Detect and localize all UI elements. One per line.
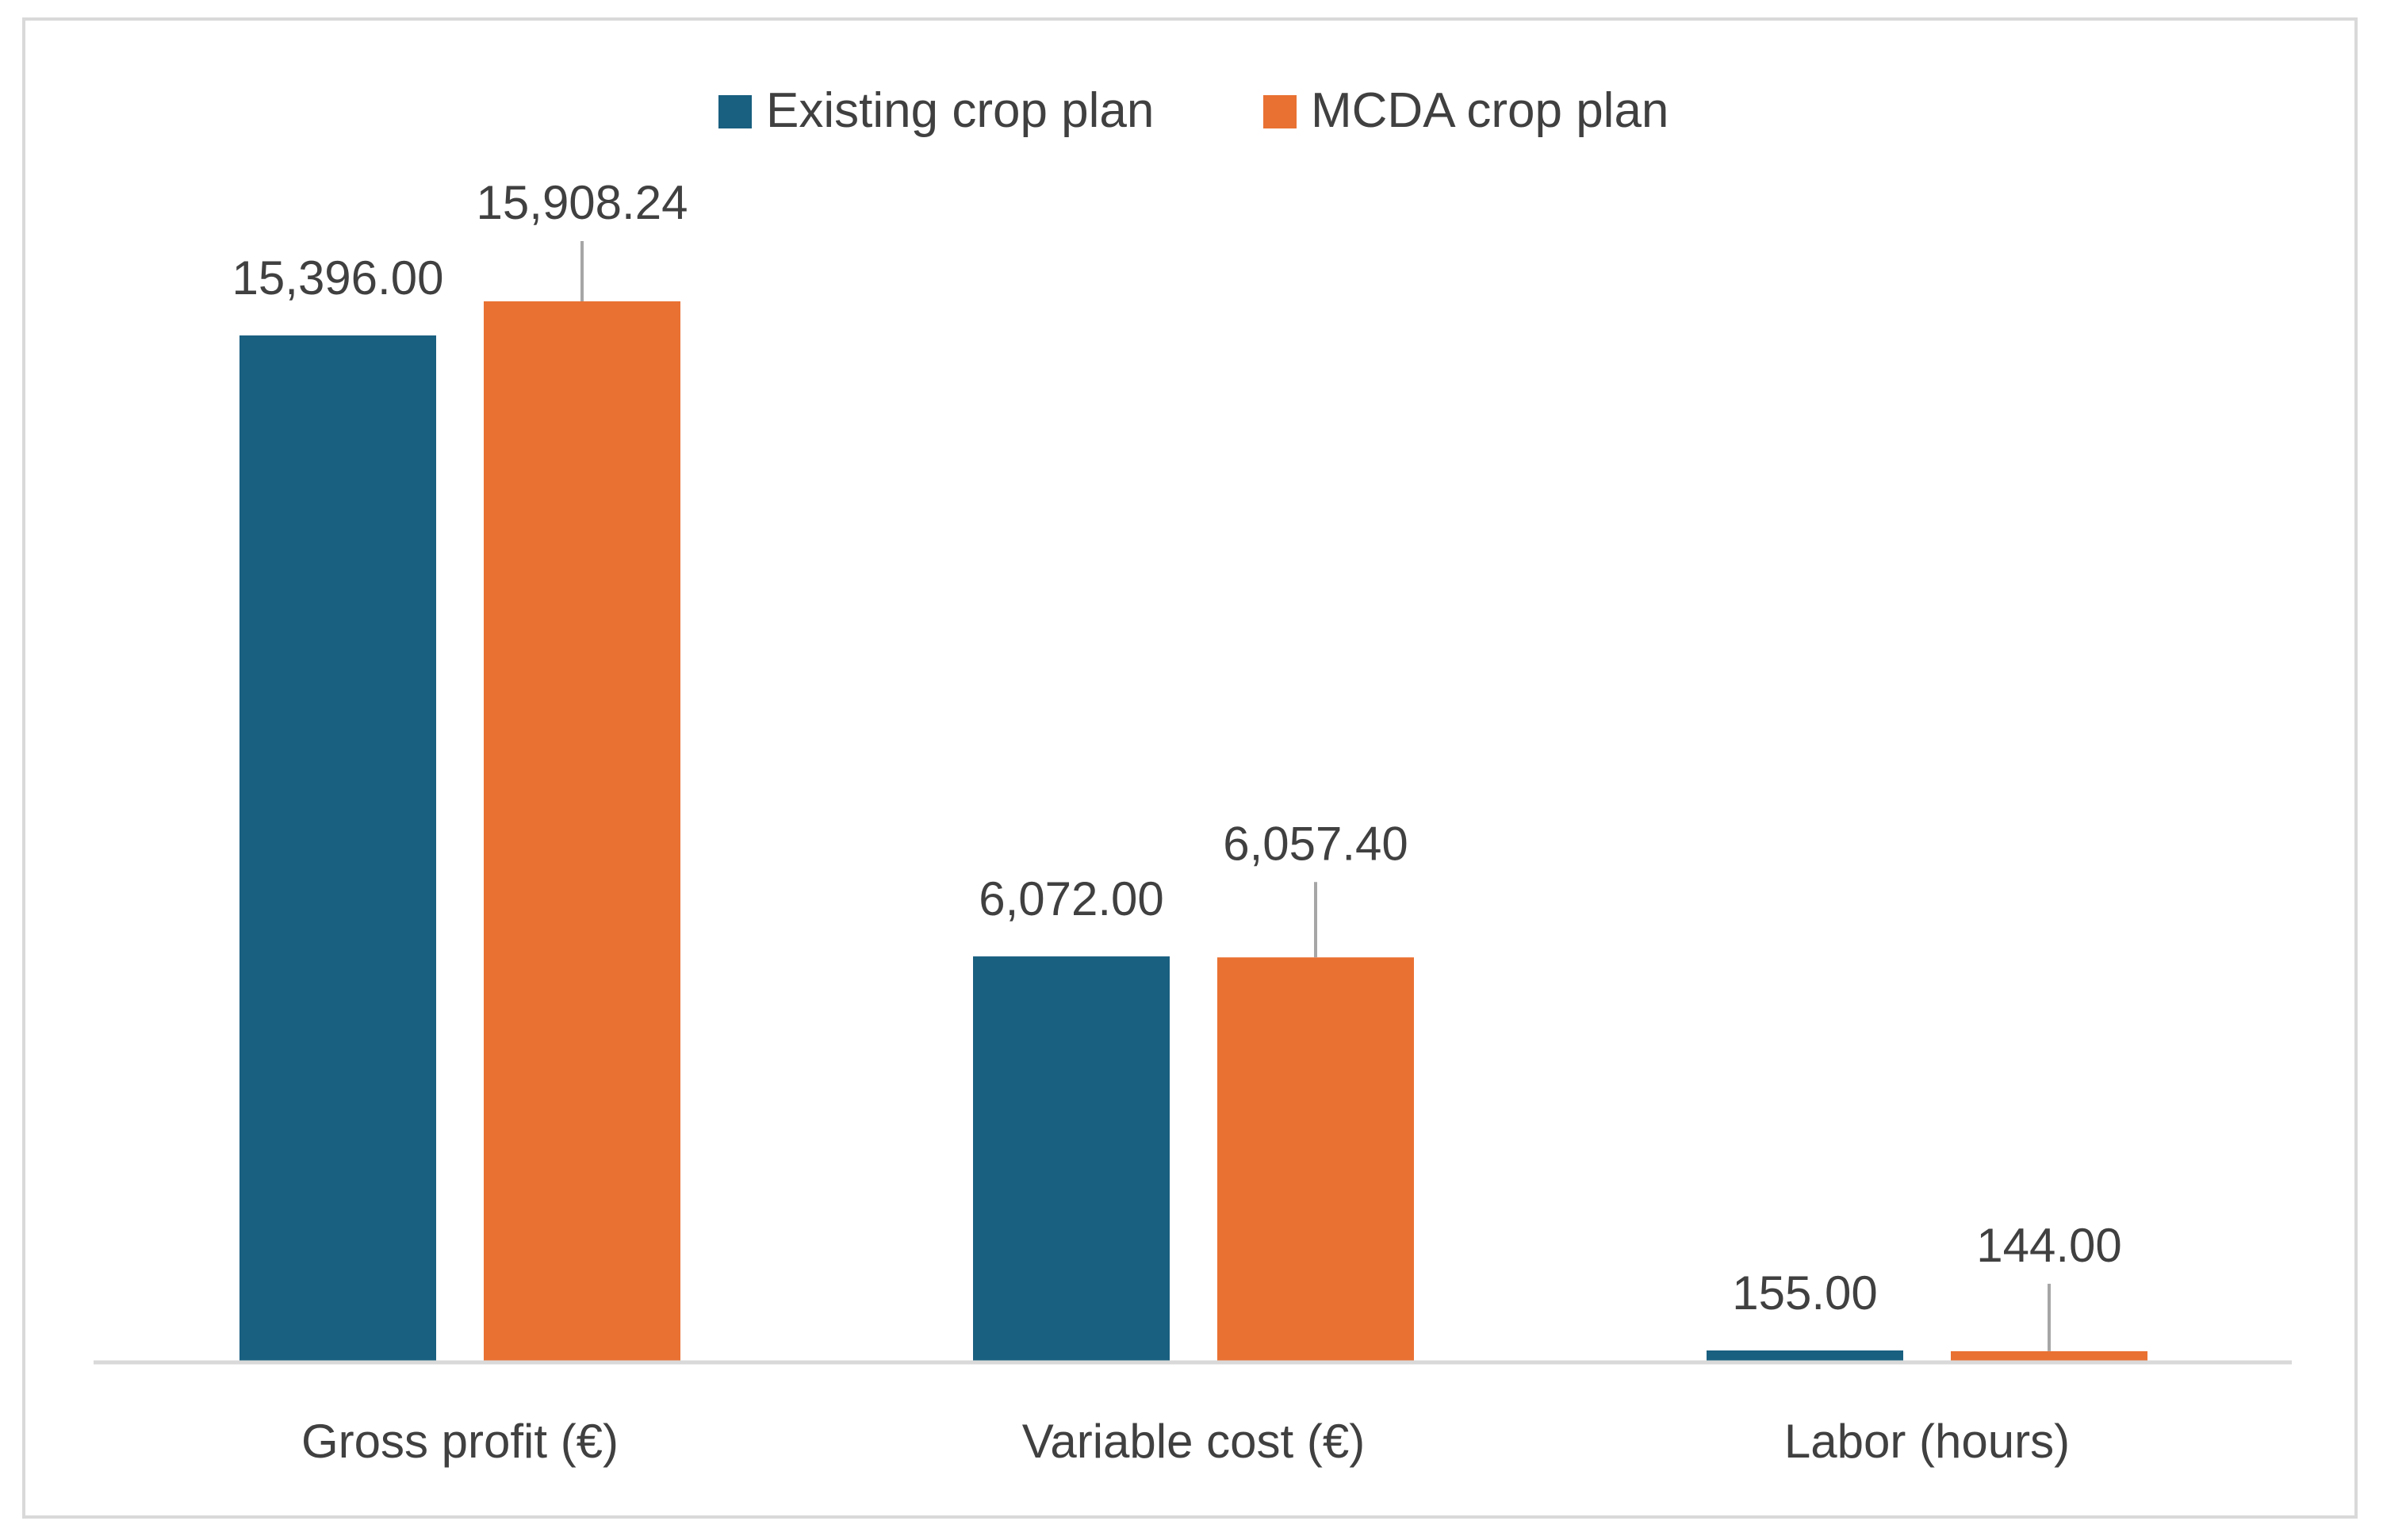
legend: Existing crop plan MCDA crop plan [718, 83, 1668, 138]
data-label-mcda-1: 6,057.40 [1223, 817, 1408, 870]
bars-layer [239, 301, 2147, 1361]
bar-existing-0 [239, 335, 436, 1361]
x-tick-label-2: Labor (hours) [1784, 1415, 2070, 1468]
data-label-existing-0: 15,396.00 [232, 251, 444, 305]
x-tick-label-1: Variable cost (€) [1022, 1415, 1365, 1468]
bar-mcda-2 [1951, 1350, 2147, 1361]
x-tick-labels: Gross profit (€) Variable cost (€) Labor (… [301, 1415, 2070, 1468]
bar-existing-2 [1707, 1350, 1903, 1361]
data-label-mcda-0: 15,908.24 [477, 176, 688, 229]
legend-label-mcda: MCDA crop plan [1311, 83, 1668, 138]
legend-swatch-mcda [1263, 95, 1297, 128]
legend-swatch-existing [718, 95, 752, 128]
bar-mcda-1 [1217, 957, 1414, 1361]
data-label-mcda-2: 144.00 [1976, 1219, 2122, 1272]
bar-mcda-0 [484, 301, 680, 1361]
data-label-existing-1: 6,072.00 [979, 872, 1164, 925]
bar-existing-1 [973, 956, 1170, 1361]
leader-lines-layer [580, 241, 2051, 1351]
x-tick-label-0: Gross profit (€) [301, 1415, 619, 1468]
legend-label-existing: Existing crop plan [766, 83, 1154, 138]
data-label-existing-2: 155.00 [1732, 1266, 1878, 1320]
data-labels-layer: 15,396.00 15,908.24 6,072.00 6,057.40 155.00… [232, 176, 2122, 1320]
